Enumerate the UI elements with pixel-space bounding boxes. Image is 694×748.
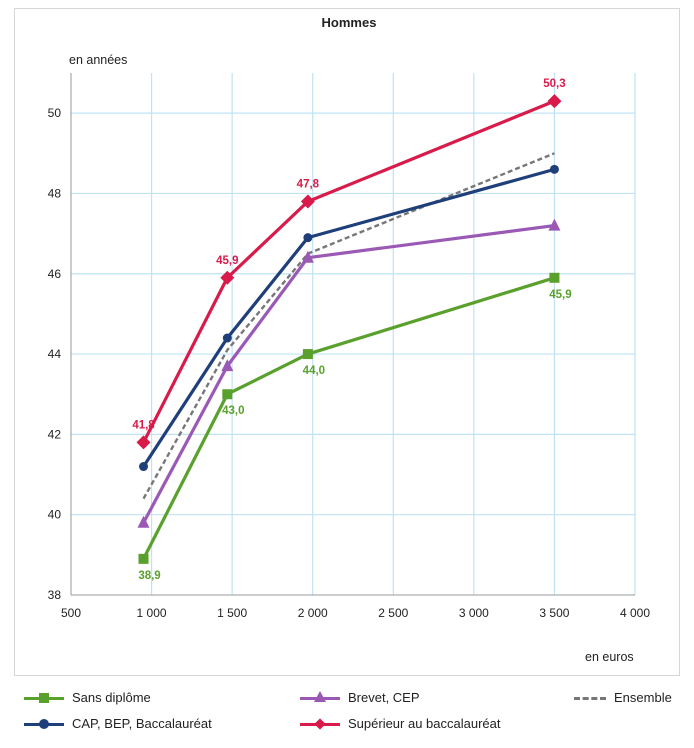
x-tick-label: 2 000	[298, 606, 328, 620]
legend-item-cap-bep-bac: CAP, BEP, Baccalauréat	[24, 716, 212, 731]
legend-swatch-cap-bep-bac	[24, 717, 64, 731]
data-point-sans-diplome	[222, 389, 233, 400]
legend-swatch-sans-diplome	[24, 691, 64, 705]
series-line-cap-bep-baccalaureat	[142, 167, 555, 468]
tick-labels: 500 1 000 1 500 2 000 2 500 3 000 3 500 4 000 38…	[48, 106, 651, 620]
data-point-sans-diplome	[549, 272, 560, 283]
x-tick-label: 4 000	[620, 606, 650, 620]
data-point-cap-bep-baccalaureat	[222, 333, 232, 343]
legend-label-cap-bep-bac: CAP, BEP, Baccalauréat	[72, 716, 212, 731]
x-tick-label: 1 500	[217, 606, 247, 620]
grid-lines	[71, 73, 636, 595]
data-point-superieur-au-baccalaureat	[547, 94, 562, 109]
data-point-brevet-cep	[548, 218, 561, 231]
x-tick-label: 3 500	[539, 606, 569, 620]
y-tick-label: 38	[48, 588, 62, 602]
series-line-brevet-cep	[142, 223, 555, 524]
y-axis-label: en années	[69, 53, 127, 67]
chart-title: Hommes	[322, 15, 377, 30]
series-line-sans-diplome	[142, 276, 555, 560]
line-chart: Hommes en années en euros 500 1 000 1 500 2…	[48, 15, 651, 664]
y-tick-label: 42	[48, 427, 62, 441]
chart-frame: Hommes en années en euros 500 1 000 1 500 2…	[14, 8, 680, 676]
data-point-superieur-au-baccalaureat	[136, 435, 151, 450]
legend-item-superieur-bac: Supérieur au baccalauréat	[300, 716, 501, 731]
data-label-superieur-au-baccalaureat: 50,3	[543, 78, 565, 90]
data-label-sans-diplome: 44,0	[303, 365, 325, 377]
legend-swatch-ensemble	[574, 691, 606, 705]
data-point-superieur-au-baccalaureat	[220, 270, 235, 285]
legend-label-sans-diplome: Sans diplôme	[72, 690, 151, 705]
data-point-brevet-cep	[301, 250, 314, 263]
data-point-cap-bep-baccalaureat	[303, 233, 313, 243]
data-label-superieur-au-baccalaureat: 41,8	[132, 419, 155, 431]
data-labels: 38,9 43,0 44,0 45,9 41,8 45,9 47,8 50,3	[132, 78, 571, 582]
legend-item-sans-diplome: Sans diplôme	[24, 690, 151, 705]
x-tick-label: 1 000	[137, 606, 167, 620]
data-point-sans-diplome	[302, 349, 313, 360]
x-axis-label: en euros	[585, 650, 634, 664]
axes	[70, 73, 635, 596]
data-label-superieur-au-baccalaureat: 47,8	[297, 178, 320, 190]
data-point-sans-diplome	[138, 553, 149, 564]
legend-item-brevet-cep: Brevet, CEP	[300, 690, 420, 705]
series-layer	[136, 94, 562, 564]
series-line-superieur-au-baccalaureat	[142, 99, 556, 444]
x-tick-label: 500	[61, 606, 81, 620]
y-tick-label: 40	[48, 508, 62, 522]
legend-swatch-brevet-cep	[300, 690, 340, 705]
y-tick-label: 48	[48, 186, 62, 200]
legend-label-superieur-bac: Supérieur au baccalauréat	[348, 716, 501, 731]
legend-item-ensemble: Ensemble	[574, 690, 672, 705]
legend-label-brevet-cep: Brevet, CEP	[348, 690, 420, 705]
x-tick-label: 3 000	[459, 606, 489, 620]
data-point-cap-bep-baccalaureat	[549, 164, 559, 174]
data-label-sans-diplome: 43,0	[222, 405, 244, 417]
data-point-brevet-cep	[221, 359, 234, 372]
data-point-cap-bep-baccalaureat	[139, 462, 149, 472]
y-tick-label: 46	[48, 267, 62, 281]
data-label-sans-diplome: 38,9	[138, 570, 160, 582]
data-label-sans-diplome: 45,9	[549, 289, 571, 301]
legend-swatch-superieur-bac	[300, 717, 340, 731]
y-tick-label: 50	[48, 106, 62, 120]
data-point-brevet-cep	[137, 515, 150, 528]
series-line-ensemble	[142, 152, 555, 500]
y-tick-label: 44	[48, 347, 62, 361]
x-tick-label: 2 500	[378, 606, 408, 620]
legend-label-ensemble: Ensemble	[614, 690, 672, 705]
data-point-superieur-au-baccalaureat	[300, 194, 315, 209]
data-label-superieur-au-baccalaureat: 45,9	[216, 255, 238, 267]
